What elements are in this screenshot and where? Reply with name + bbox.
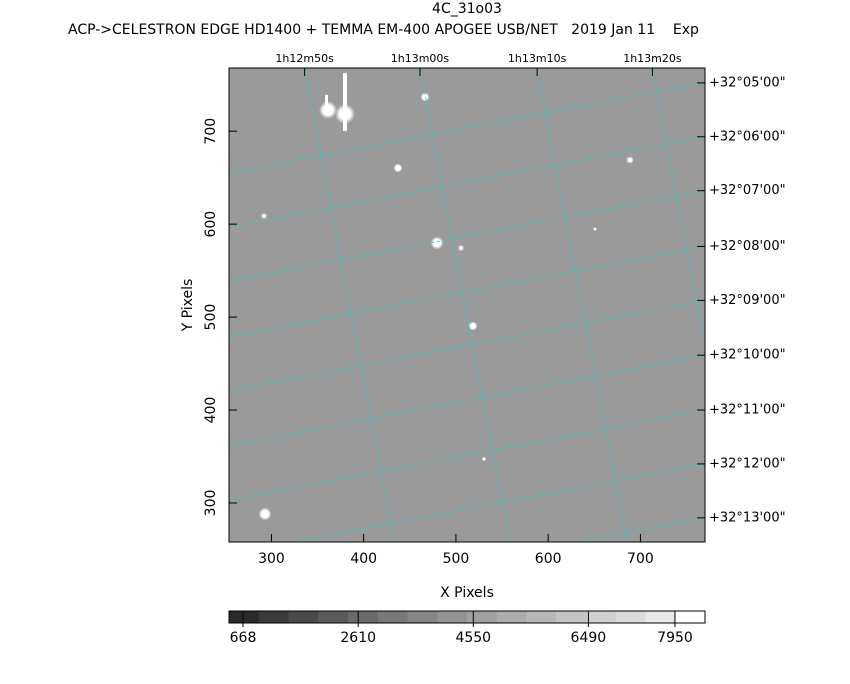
dec-tick-label: +32°09'00" [709, 293, 786, 308]
ra-grid-line [419, 68, 511, 542]
colorbar-step [229, 611, 260, 623]
colorbar-step [526, 611, 557, 623]
colorbar-step [318, 611, 349, 623]
ra-grid-line [651, 68, 705, 348]
y-tick-label: 700 [203, 118, 219, 145]
dec-grid-line [229, 299, 705, 392]
x-tick-label: 400 [350, 551, 377, 567]
colorbar-step [407, 611, 438, 623]
star [430, 236, 444, 250]
x-tick-label: 700 [627, 551, 654, 567]
dec-tick-label: +32°12'00" [709, 456, 786, 471]
colorbar-step [258, 611, 289, 623]
colorbar-step [348, 611, 379, 623]
x-tick-label: 500 [443, 551, 470, 567]
dec-grid-line [229, 245, 705, 338]
image-background [229, 68, 705, 542]
y-tick-label: 500 [203, 304, 219, 331]
colorbar-step [586, 611, 617, 623]
colorbar-step [645, 611, 676, 623]
dec-grid-line [229, 136, 705, 228]
dec-tick-label: +32°06'00" [709, 129, 786, 144]
y-tick-label: 400 [203, 397, 219, 424]
colorbar-step [377, 611, 408, 623]
y-tick-label: 600 [203, 211, 219, 238]
chart-subtitle: ACP->CELESTRON EDGE HD1400 + TEMMA EM-40… [68, 22, 699, 38]
dec-tick-label: +32°08'00" [709, 239, 786, 254]
colorbar-step [675, 611, 706, 623]
dec-grid-line [229, 409, 705, 501]
star [258, 507, 272, 521]
y-axis-label: Y Pixels [180, 279, 196, 333]
dec-tick-label: +32°11'00" [709, 403, 786, 418]
x-axis-label: X Pixels [440, 585, 494, 601]
star [261, 213, 267, 219]
colorbar-tick-label: 7950 [657, 630, 693, 646]
ra-tick-label: 1h12m50s [275, 52, 334, 65]
star [593, 227, 597, 231]
colorbar-tick-label: 4550 [455, 630, 491, 646]
ra-tick-label: 1h13m10s [508, 52, 567, 65]
x-tick-label: 300 [258, 551, 285, 567]
dec-grid-line [291, 463, 705, 542]
dec-grid-line [229, 354, 705, 447]
star [458, 245, 464, 251]
dec-grid-line [229, 190, 705, 282]
star [626, 156, 634, 164]
colorbar-frame [228, 610, 706, 624]
y-tick-label: 300 [203, 490, 219, 517]
star [319, 101, 337, 119]
sources [258, 73, 634, 521]
colorbar-tick-label: 6490 [571, 630, 607, 646]
star [468, 321, 478, 331]
chart-title: 4C_31o03 [432, 1, 502, 17]
colorbar-step [467, 611, 498, 623]
colorbar-tick-label: 2610 [340, 630, 376, 646]
ra-grid-line [536, 68, 628, 542]
dec-tick-label: +32°05'00" [709, 75, 786, 90]
dec-grid-line [229, 82, 705, 174]
colorbar-tick-label: 668 [230, 630, 257, 646]
ra-tick-label: 1h13m00s [391, 52, 450, 65]
wcs-grid [229, 68, 705, 542]
colorbar-step [496, 611, 527, 623]
ra-tick-label: 1h13m20s [623, 52, 682, 65]
star [420, 92, 430, 102]
star-spike [325, 95, 328, 107]
dec-tick-label: +32°13'00" [709, 510, 786, 525]
plot-frame [228, 67, 706, 543]
star-spike [343, 73, 347, 131]
star [481, 456, 487, 462]
star [393, 163, 403, 173]
colorbar-step [288, 611, 319, 623]
colorbar-step [556, 611, 587, 623]
dec-tick-label: +32°07'00" [709, 183, 786, 198]
colorbar-step [437, 611, 468, 623]
ra-grid-line [304, 68, 396, 542]
colorbar-step [615, 611, 646, 623]
dec-tick-label: +32°10'00" [709, 348, 786, 363]
x-tick-label: 600 [535, 551, 562, 567]
dec-grid-line [575, 517, 705, 542]
